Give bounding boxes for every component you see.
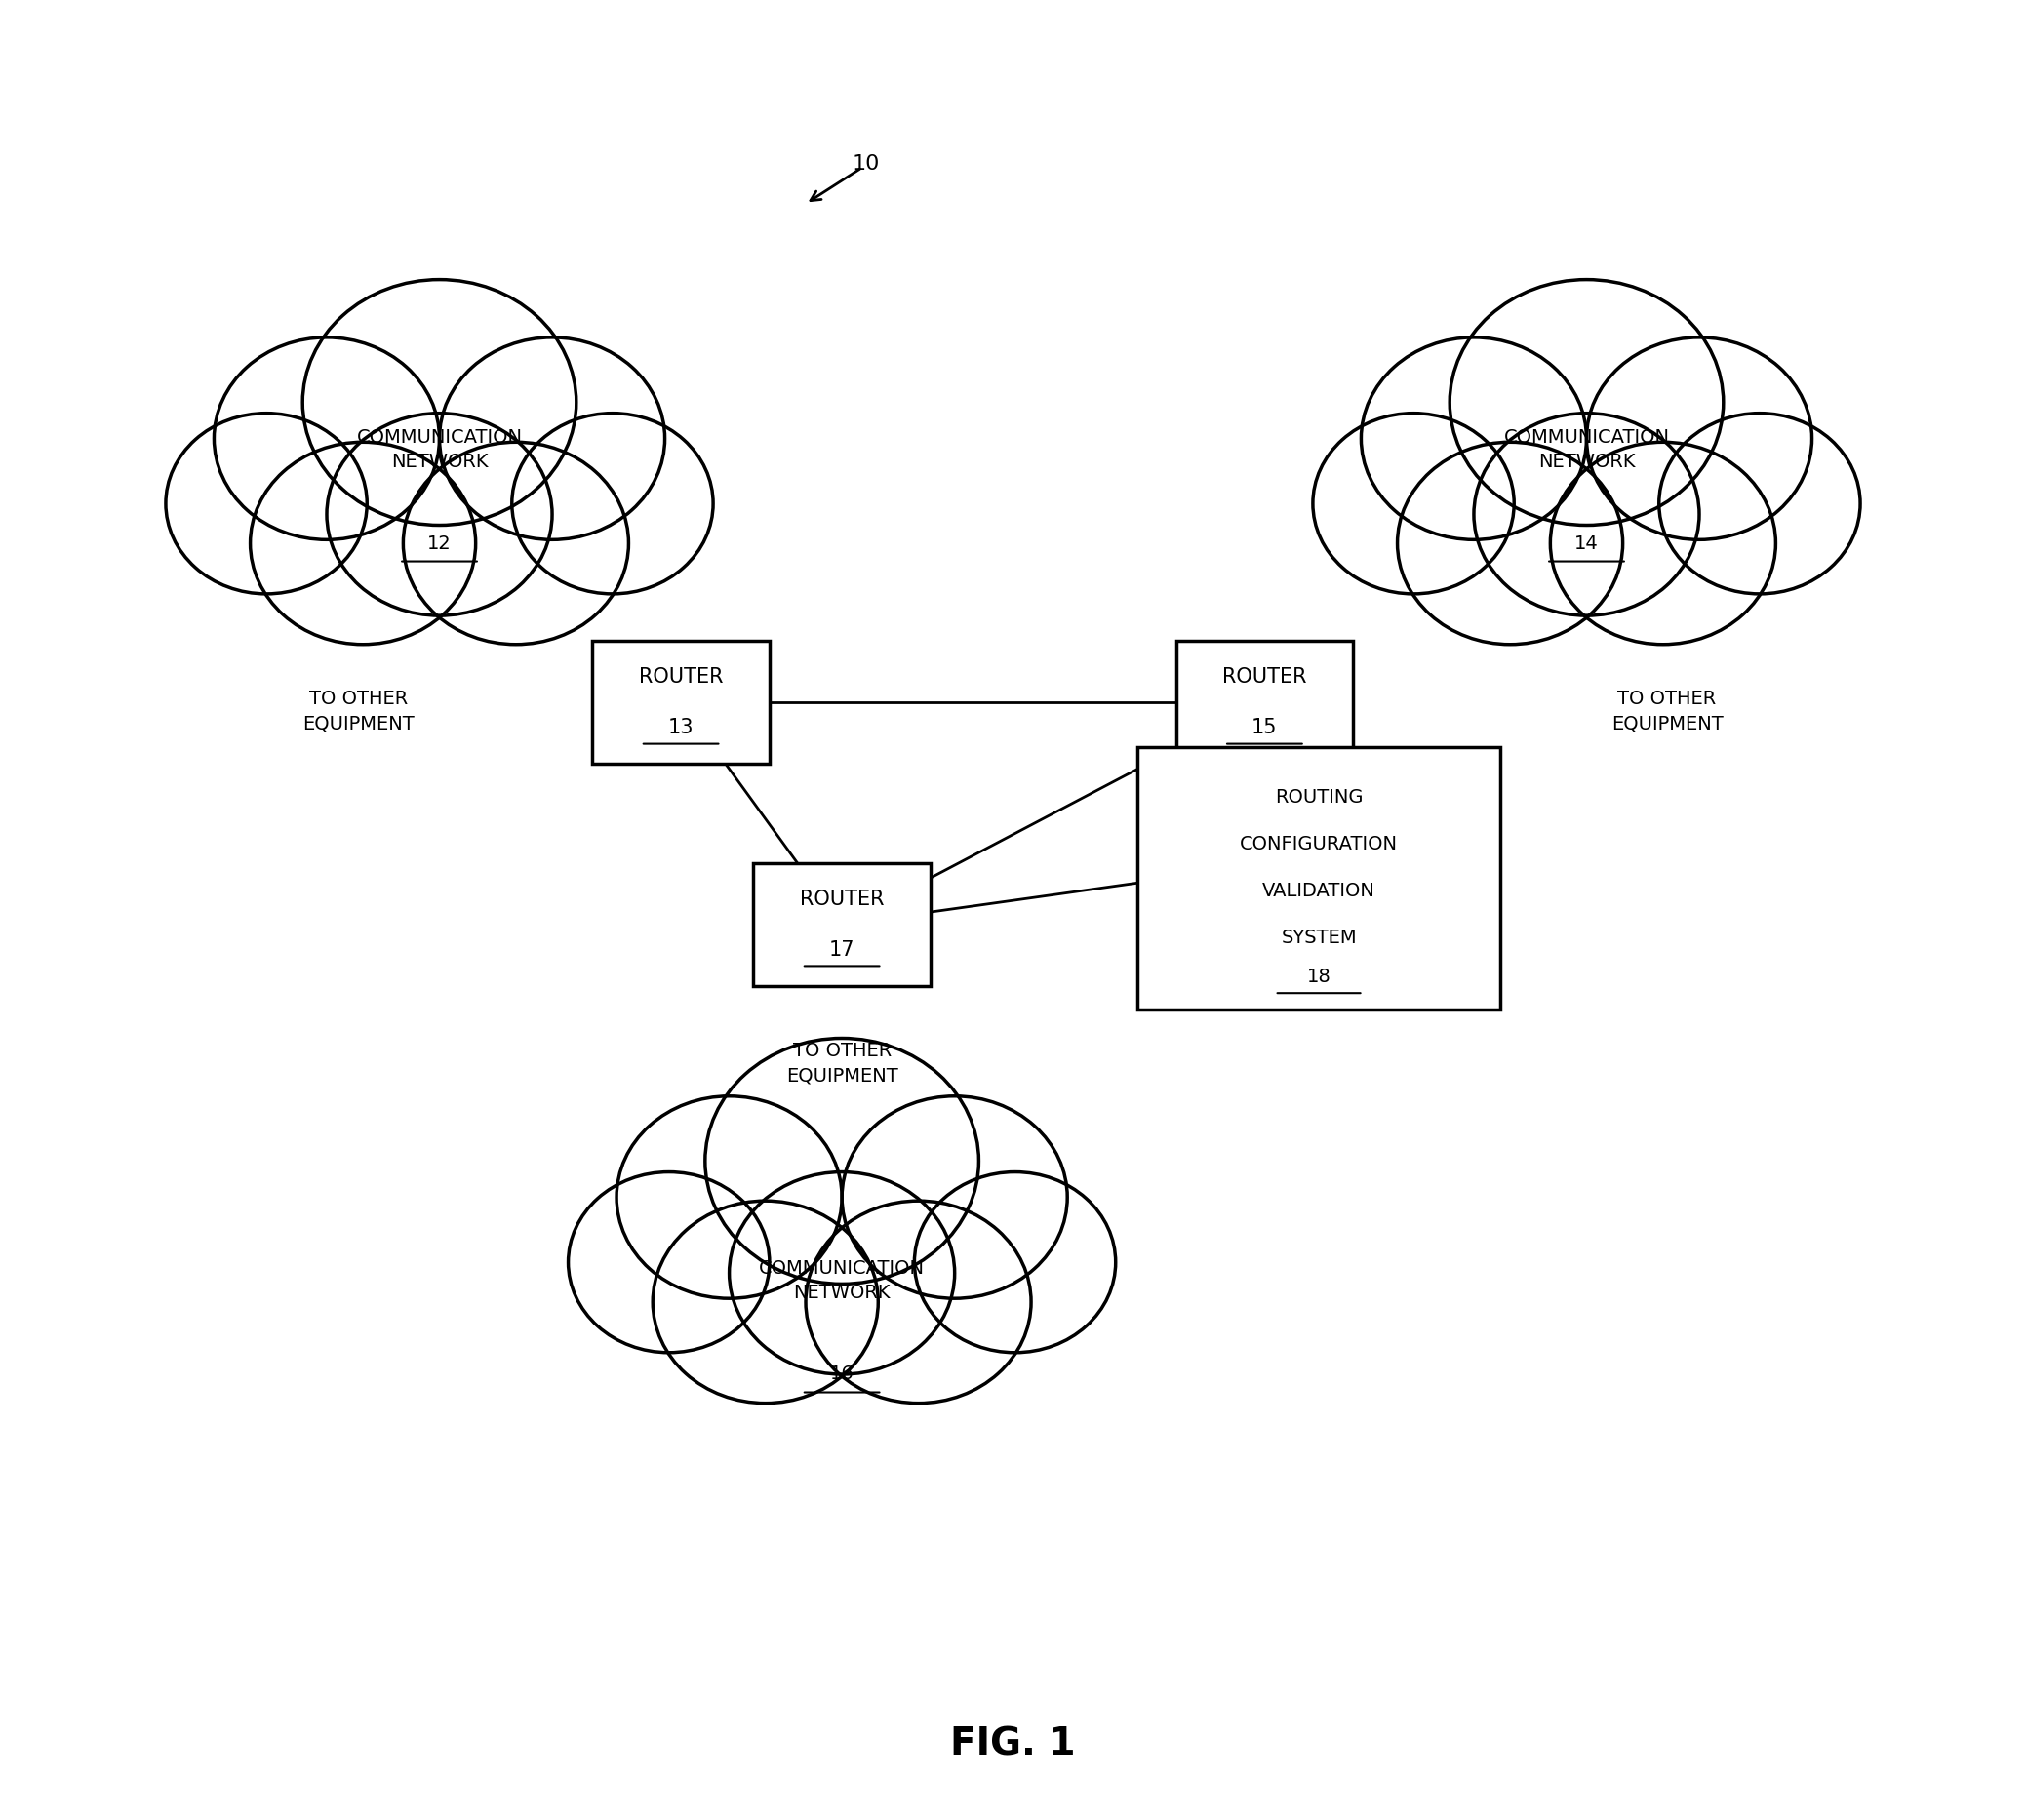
Text: ROUTER: ROUTER bbox=[638, 668, 723, 686]
FancyBboxPatch shape bbox=[1139, 748, 1499, 1010]
Text: 18: 18 bbox=[1307, 968, 1331, 986]
Circle shape bbox=[251, 442, 476, 644]
Text: COMMUNICATION
NETWORK: COMMUNICATION NETWORK bbox=[760, 1259, 924, 1301]
Text: TO OTHER
EQUIPMENT: TO OTHER EQUIPMENT bbox=[1611, 690, 1722, 733]
Text: 12: 12 bbox=[427, 533, 452, 553]
Circle shape bbox=[166, 413, 367, 593]
Text: 17: 17 bbox=[829, 939, 855, 959]
Circle shape bbox=[440, 337, 665, 541]
Circle shape bbox=[215, 337, 440, 541]
FancyBboxPatch shape bbox=[1175, 641, 1353, 764]
Text: FIG. 1: FIG. 1 bbox=[950, 1725, 1076, 1764]
Circle shape bbox=[1451, 280, 1724, 526]
Circle shape bbox=[403, 442, 628, 644]
Circle shape bbox=[616, 1096, 843, 1298]
Text: CONFIGURATION: CONFIGURATION bbox=[1240, 835, 1398, 854]
Circle shape bbox=[1361, 337, 1586, 541]
Circle shape bbox=[1659, 413, 1860, 593]
Text: VALIDATION: VALIDATION bbox=[1262, 881, 1376, 901]
Text: SYSTEM: SYSTEM bbox=[1280, 928, 1357, 946]
FancyBboxPatch shape bbox=[754, 863, 930, 986]
Text: ROUTING: ROUTING bbox=[1274, 788, 1363, 806]
Text: 10: 10 bbox=[853, 155, 879, 173]
Circle shape bbox=[843, 1096, 1068, 1298]
Text: COMMUNICATION
NETWORK: COMMUNICATION NETWORK bbox=[1503, 428, 1669, 471]
Circle shape bbox=[729, 1172, 954, 1374]
Text: 13: 13 bbox=[669, 717, 693, 737]
Text: 16: 16 bbox=[831, 1365, 855, 1383]
Circle shape bbox=[914, 1172, 1116, 1352]
FancyBboxPatch shape bbox=[592, 641, 770, 764]
Circle shape bbox=[1398, 442, 1623, 644]
Circle shape bbox=[705, 1037, 979, 1283]
Circle shape bbox=[1586, 337, 1811, 541]
Circle shape bbox=[567, 1172, 770, 1352]
Circle shape bbox=[1473, 413, 1700, 615]
Circle shape bbox=[513, 413, 713, 593]
Circle shape bbox=[806, 1201, 1031, 1403]
Circle shape bbox=[652, 1201, 877, 1403]
Text: ROUTER: ROUTER bbox=[800, 890, 883, 908]
Text: TO OTHER
EQUIPMENT: TO OTHER EQUIPMENT bbox=[786, 1043, 898, 1085]
Text: 14: 14 bbox=[1574, 533, 1599, 553]
Circle shape bbox=[302, 280, 575, 526]
Text: 15: 15 bbox=[1252, 717, 1278, 737]
Circle shape bbox=[326, 413, 553, 615]
Circle shape bbox=[1550, 442, 1775, 644]
Text: COMMUNICATION
NETWORK: COMMUNICATION NETWORK bbox=[357, 428, 523, 471]
Text: ROUTER: ROUTER bbox=[1222, 668, 1307, 686]
Text: TO OTHER
EQUIPMENT: TO OTHER EQUIPMENT bbox=[304, 690, 415, 733]
Circle shape bbox=[1313, 413, 1513, 593]
